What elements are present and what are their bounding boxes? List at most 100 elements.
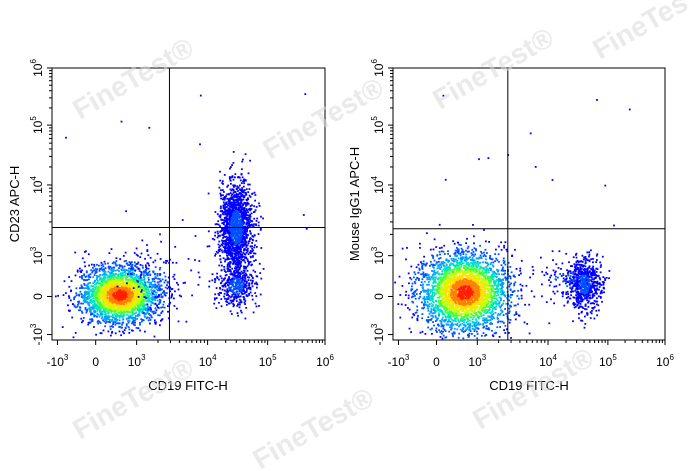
event-dot — [230, 289, 232, 292]
event-dot — [258, 205, 261, 207]
event-dot — [233, 241, 235, 243]
event-dot — [245, 266, 247, 269]
event-dot — [134, 324, 136, 327]
event-dot — [128, 314, 130, 317]
event-dot — [116, 287, 118, 289]
event-dot — [232, 303, 235, 305]
event-dot — [153, 293, 156, 296]
event-dot — [239, 275, 241, 277]
event-dot — [229, 234, 232, 237]
event-dot — [146, 312, 149, 314]
event-dot — [128, 282, 131, 285]
event-dot — [79, 267, 81, 270]
event-dot — [231, 231, 234, 234]
event-dot — [235, 218, 238, 220]
event-dot — [247, 216, 250, 219]
event-dot — [129, 282, 132, 285]
event-dot — [161, 306, 164, 309]
event-dot — [134, 307, 136, 309]
event-dot — [242, 265, 245, 268]
event-dot — [217, 251, 219, 254]
event-dot — [238, 281, 241, 283]
event-dot — [222, 242, 224, 245]
event-dot — [226, 221, 229, 224]
event-dot — [112, 270, 115, 273]
event-dot — [88, 304, 91, 307]
event-dot — [198, 276, 201, 279]
event-dot — [123, 309, 126, 311]
event-dot — [108, 285, 111, 288]
event-dot — [75, 306, 77, 309]
event-dot — [161, 310, 164, 313]
event-dot — [243, 242, 246, 245]
event-dot — [237, 238, 240, 241]
event-dot — [242, 227, 244, 230]
event-dot — [243, 214, 246, 217]
event-dot — [177, 283, 179, 286]
event-dot — [68, 276, 70, 278]
event-dot — [135, 274, 138, 276]
event-dot — [157, 314, 160, 317]
event-dot — [112, 277, 115, 280]
event-dot — [230, 194, 233, 197]
event-dot — [225, 252, 228, 254]
event-dot — [152, 297, 154, 300]
event-dot — [230, 299, 233, 302]
event-dot — [102, 297, 105, 300]
event-dot — [153, 289, 156, 292]
event-dot — [443, 313, 446, 316]
event-dot — [103, 298, 106, 300]
event-dot — [255, 224, 257, 227]
event-dot — [144, 274, 147, 277]
event-dot — [237, 252, 240, 255]
event-dot — [211, 273, 214, 276]
event-dot — [233, 304, 235, 306]
event-dot — [116, 309, 119, 312]
event-dot — [234, 274, 237, 277]
event-dot — [238, 284, 241, 286]
event-dot — [229, 273, 232, 275]
event-dot — [119, 310, 122, 313]
event-dot — [106, 297, 109, 299]
event-dot — [108, 299, 111, 301]
event-dot — [104, 279, 107, 282]
event-dot — [234, 253, 237, 256]
event-dot — [219, 170, 221, 173]
event-dot — [135, 253, 138, 256]
event-dot — [104, 296, 107, 299]
event-dot — [223, 206, 226, 209]
event-dot — [225, 195, 227, 198]
event-dot — [169, 301, 172, 304]
event-dot — [172, 275, 175, 278]
event-dot — [235, 284, 237, 287]
event-dot — [215, 297, 218, 299]
event-dot — [132, 287, 135, 289]
event-dot — [214, 253, 217, 255]
event-dot — [160, 296, 163, 299]
event-dot — [490, 285, 493, 288]
y-tick-label: 106 — [29, 59, 45, 77]
event-dot — [242, 185, 245, 188]
event-dot — [238, 301, 241, 304]
event-dot — [167, 286, 170, 288]
event-dot — [123, 306, 126, 309]
event-dot — [239, 223, 242, 226]
event-dot — [229, 205, 232, 208]
event-dot — [244, 272, 247, 275]
event-dot — [106, 292, 109, 295]
event-dot — [238, 252, 241, 255]
event-dot — [228, 265, 230, 268]
event-dot — [128, 332, 131, 334]
event-dot — [227, 294, 229, 296]
event-dot — [242, 180, 244, 183]
event-dot — [92, 276, 95, 279]
event-dot — [229, 216, 231, 219]
event-dot — [149, 308, 152, 311]
event-dot — [146, 309, 148, 311]
event-dot — [154, 291, 157, 294]
event-dot — [217, 223, 220, 226]
event-dot — [141, 264, 144, 267]
event-dot — [124, 296, 127, 299]
event-dot — [230, 313, 233, 315]
event-dot — [96, 321, 99, 323]
